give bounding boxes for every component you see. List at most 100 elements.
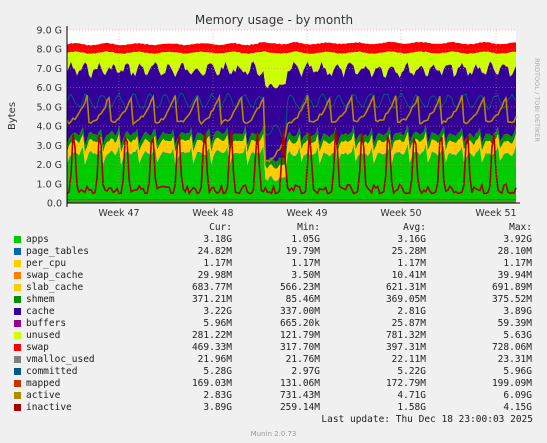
stacked-areas [67, 41, 516, 203]
legend-max-value: 691.89M [491, 282, 532, 293]
legend-swatch [14, 368, 21, 375]
legend-avg-value: 25.87M [391, 318, 426, 329]
legend-swatch [14, 284, 21, 291]
grid [67, 29, 516, 203]
legend-name: inactive [26, 402, 72, 413]
legend-max-value: 5.96G [503, 366, 532, 377]
legend-swatch [14, 344, 21, 351]
legend-min-value: 1.17M [291, 258, 320, 269]
legend-avg-value: 2.81G [397, 306, 426, 317]
legend-min-value: 665.20k [279, 318, 320, 329]
legend-avg-value: 621.31M [385, 282, 426, 293]
legend-max-value: 199.09M [491, 378, 532, 389]
x-ticks: Week 47 Week 48 Week 49 Week 50 Week 51 [98, 208, 516, 219]
legend-swatch [14, 272, 21, 279]
y-axis-label: Bytes [7, 102, 18, 130]
x-tick-label: Week 48 [192, 208, 233, 219]
legend-cur-value: 2.83G [203, 390, 232, 401]
line-inactive [66, 129, 517, 196]
line-active [66, 93, 517, 163]
legend-min-value: 1.05G [291, 234, 320, 245]
legend-name: slab_cache [26, 282, 84, 293]
legend-max-value: 4.15G [503, 402, 532, 413]
legend-cur-value: 29.98M [197, 270, 232, 281]
legend-cur-value: 469.33M [191, 342, 232, 353]
legend-name: buffers [26, 318, 67, 329]
legend-row-active: active 2.83G 731.43M 4.71G 6.09G [0, 390, 547, 402]
legend-max-value: 6.09G [503, 390, 532, 401]
legend-name: swap_cache [26, 270, 84, 281]
legend-min-value: 21.76M [285, 354, 320, 365]
legend-cur-value: 281.22M [191, 330, 232, 341]
legend-row-vmalloc-used: vmalloc_used 21.96M 21.76M 22.11M 23.31M [0, 354, 547, 366]
legend-swatch [14, 404, 21, 411]
legend-name: unused [26, 330, 61, 341]
legend-row-mapped: mapped 169.03M 131.06M 172.79M 199.09M [0, 378, 547, 390]
legend-name: cache [26, 306, 55, 317]
legend-min-value: 2.97G [291, 366, 320, 377]
legend-swatch [14, 320, 21, 327]
legend-cur-value: 3.22G [203, 306, 232, 317]
legend-row-unused: unused 281.22M 121.79M 781.32M 5.63G [0, 330, 547, 342]
legend-min-value: 317.70M [279, 342, 320, 353]
legend-swatch [14, 260, 21, 267]
y-tick-label: 5.0 G [37, 102, 63, 113]
legend-cur-value: 169.03M [191, 378, 232, 389]
legend-avg-value: 172.79M [385, 378, 426, 389]
legend-name: swap [26, 342, 49, 353]
area-cache [67, 61, 516, 162]
header-cur: Cur: [209, 222, 232, 233]
header-avg: Avg: [403, 222, 426, 233]
area-unused [67, 51, 516, 89]
legend-max-value: 59.39M [497, 318, 532, 329]
legend-row-apps: apps 3.18G 1.05G 3.16G 3.92G [0, 234, 547, 246]
y-tick-label: 6.0 G [37, 83, 63, 94]
legend-name: apps [26, 234, 49, 245]
legend-avg-value: 369.05M [385, 294, 426, 305]
legend-min-value: 731.43M [279, 390, 320, 401]
y-tick-label: 3.0 G [37, 141, 63, 152]
legend-max-value: 728.06M [491, 342, 532, 353]
legend-row-slab-cache: slab_cache 683.77M 566.23M 621.31M 691.89M [0, 282, 547, 294]
last-update: Last update: Thu Dec 18 23:00:03 2025 [321, 414, 533, 425]
rrdtool-credit: RRDTOOL / TOBI OETIKER [533, 58, 541, 142]
legend-avg-value: 397.31M [385, 342, 426, 353]
area-swap [67, 41, 516, 54]
legend-max-value: 5.63G [503, 330, 532, 341]
y-tick-label: 2.0 G [37, 160, 63, 171]
y-tick-label: 1.0 G [37, 179, 63, 190]
legend-max-value: 1.17M [503, 258, 532, 269]
legend-name: mapped [26, 378, 61, 389]
legend-cur-value: 5.96M [203, 318, 232, 329]
legend-swatch [14, 332, 21, 339]
legend-avg-value: 3.16G [397, 234, 426, 245]
legend-min-value: 85.46M [285, 294, 320, 305]
legend-name: per_cpu [26, 258, 67, 269]
area-shmem [67, 124, 516, 169]
legend-min-value: 121.79M [279, 330, 320, 341]
legend-row-shmem: shmem 371.21M 85.46M 369.05M 375.52M [0, 294, 547, 306]
legend-name: committed [26, 366, 78, 377]
legend-row-swap-cache: swap_cache 29.98M 3.50M 10.41M 39.94M [0, 270, 547, 282]
y-ticks: 0.0 1.0 G 2.0 G 3.0 G 4.0 G 5.0 G 6.0 G 7.0 G 8.… [37, 26, 63, 210]
legend-row-buffers: buffers 5.96M 665.20k 25.87M 59.39M [0, 318, 547, 330]
chart-title: Memory usage - by month [195, 13, 353, 27]
legend-avg-value: 781.32M [385, 330, 426, 341]
legend-max-value: 3.92G [503, 234, 532, 245]
legend-row-inactive: inactive 3.89G 259.14M 1.58G 4.15G [0, 402, 547, 414]
x-tick-label: Week 50 [380, 208, 421, 219]
legend-max-value: 375.52M [491, 294, 532, 305]
legend-avg-value: 22.11M [391, 354, 426, 365]
x-tick-label: Week 51 [475, 208, 516, 219]
y-tick-label: 4.0 G [37, 122, 63, 133]
legend-max-value: 39.94M [497, 270, 532, 281]
legend-header: Cur: Min: Avg: Max: [0, 222, 547, 234]
y-tick-label: 9.0 G [37, 26, 63, 37]
header-max: Max: [509, 222, 532, 233]
memory-chart: Memory usage - by month Bytes RRDTOOL / … [7, 13, 541, 219]
legend-cur-value: 24.82M [197, 246, 232, 257]
legend-cur-value: 683.77M [191, 282, 232, 293]
legend-name: vmalloc_used [26, 354, 95, 365]
y-tick-label: 7.0 G [37, 64, 63, 75]
area-apps [67, 144, 516, 203]
